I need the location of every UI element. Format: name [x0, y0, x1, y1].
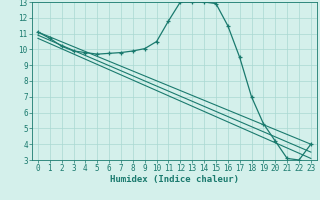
X-axis label: Humidex (Indice chaleur): Humidex (Indice chaleur) [110, 175, 239, 184]
